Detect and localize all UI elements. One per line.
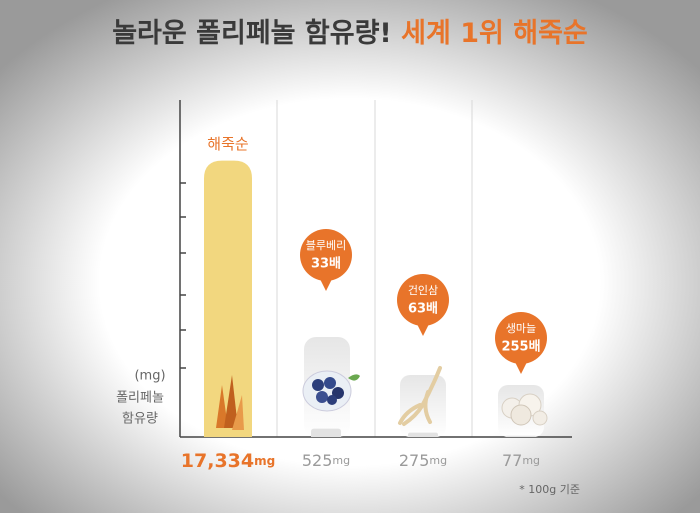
bar (311, 428, 341, 437)
bar (204, 160, 252, 437)
bubble (397, 274, 449, 326)
title-main: 놀라운 폴리페놀 함유량! (112, 18, 392, 49)
bar (506, 435, 536, 437)
chart-title: 놀라운 폴리페놀 함유량! 세계 1위 해죽순 (112, 18, 588, 49)
value-unit: mg (332, 454, 350, 467)
category-label: 해죽순 (207, 135, 249, 153)
bubble (495, 312, 547, 364)
garlic-icon (501, 393, 548, 426)
ratio-label: 255배 (501, 339, 540, 355)
icon-part (224, 375, 238, 428)
value-unit: mg (254, 454, 275, 468)
icon-part (232, 395, 244, 430)
ratio-label: 63배 (408, 301, 438, 317)
bamboo-shoot-icon (216, 375, 244, 430)
ratio-label: 33배 (311, 256, 341, 272)
value-number: 275 (399, 451, 430, 470)
y-label: 폴리페놀 (116, 391, 164, 406)
value-label: 275mg (399, 451, 447, 470)
bubble (300, 229, 352, 281)
value-unit: mg (429, 454, 447, 467)
bar (408, 432, 438, 437)
value-label: 77mg (502, 451, 540, 470)
icon-part (216, 385, 228, 428)
value-number: 77 (502, 451, 522, 470)
y-label: 함유량 (122, 412, 158, 427)
category-label: 건인삼 (408, 284, 438, 297)
category-label: 생마늘 (506, 322, 536, 335)
value-label: 17,334mg (181, 450, 275, 472)
value-unit: mg (522, 454, 540, 467)
footnote: * 100g 기준 (519, 483, 580, 496)
dividers (276, 100, 473, 437)
ginseng-icon (398, 366, 442, 426)
value-label: 525mg (302, 451, 350, 470)
value-number: 525 (302, 451, 333, 470)
title-emphasis: 세계 1위 해죽순 (401, 18, 588, 49)
value-number: 17,334 (181, 450, 254, 472)
blueberry-icon (302, 370, 360, 412)
category-label: 블루베리 (306, 239, 346, 252)
y-label: (mg) (134, 369, 165, 384)
